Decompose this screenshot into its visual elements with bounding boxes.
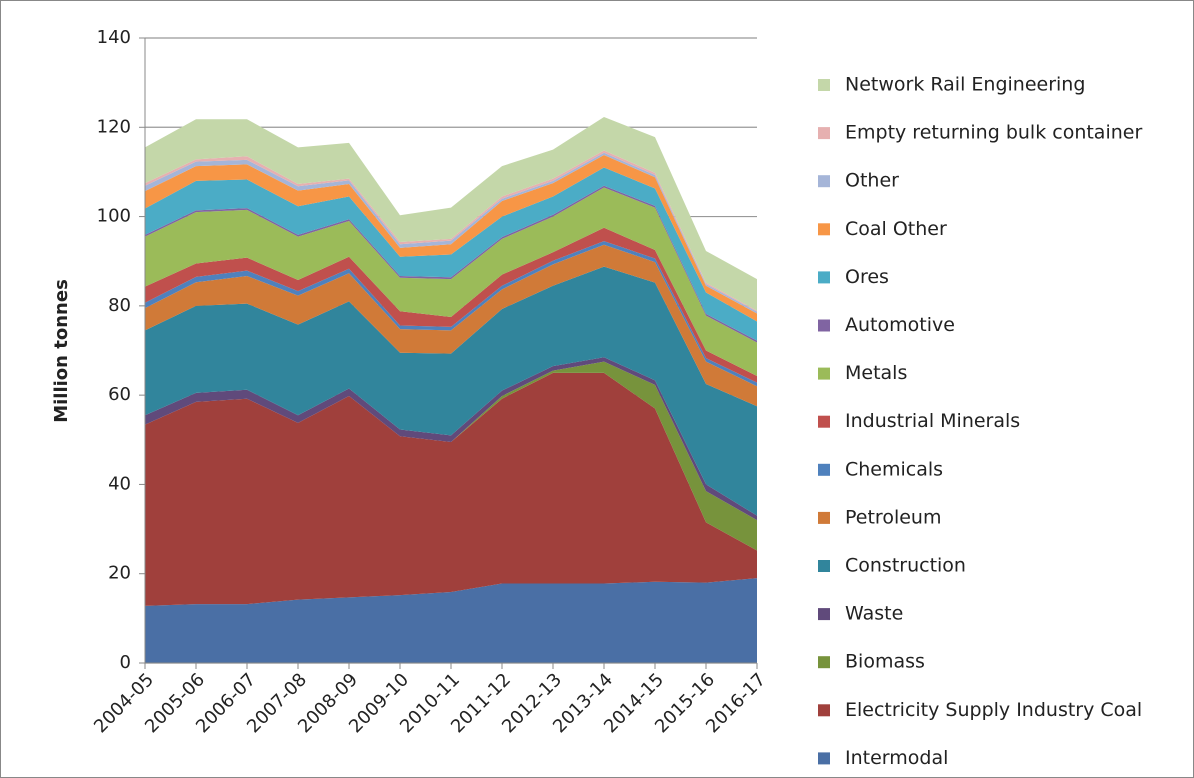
legend: Intermodal Electricity Supply Industry Co… — [818, 74, 1142, 769]
area — [145, 154, 757, 322]
y-tick-label: 40 — [108, 473, 131, 494]
legend-label: Empty returning bulk container — [845, 122, 1142, 144]
legend-label: Metals — [845, 362, 907, 384]
legend-swatch — [818, 271, 830, 284]
legend-swatch — [818, 367, 830, 380]
legend-label: Ores — [845, 266, 889, 288]
legend-swatch — [818, 511, 830, 524]
y-tick-label: 120 — [97, 116, 131, 137]
legend-swatch — [818, 656, 830, 669]
legend-swatch — [818, 223, 830, 236]
y-tick-label: 60 — [108, 384, 131, 405]
y-tick-label: 0 — [120, 652, 131, 673]
legend-swatch — [818, 415, 830, 428]
legend-swatch — [818, 608, 830, 621]
legend-label: Coal Other — [845, 218, 947, 240]
legend-label: Electricity Supply Industry Coal — [845, 699, 1142, 721]
areas — [145, 117, 757, 663]
area — [145, 357, 757, 521]
legend-swatch — [818, 463, 830, 476]
legend-swatch — [818, 752, 830, 765]
area — [145, 187, 757, 376]
area — [145, 117, 757, 311]
legend-label: Intermodal — [845, 747, 948, 769]
legend-swatch — [818, 704, 830, 717]
legend-label: Waste — [845, 603, 903, 625]
legend-swatch — [818, 560, 830, 572]
y-tick-label: 20 — [108, 563, 131, 584]
legend-label: Biomass — [845, 651, 925, 673]
legend-swatch — [818, 127, 830, 140]
legend-label: Automotive — [845, 314, 955, 336]
y-tick-label: 140 — [97, 27, 131, 48]
area — [145, 372, 757, 606]
y-tick-label: 80 — [108, 295, 131, 316]
legend-swatch — [818, 79, 830, 91]
legend-label: Construction — [845, 555, 966, 577]
y-tick-label: 100 — [97, 206, 131, 227]
legend-label: Other — [845, 170, 899, 192]
legend-label: Network Rail Engineering — [845, 74, 1085, 96]
legend-label: Chemicals — [845, 458, 943, 480]
legend-swatch — [818, 319, 830, 332]
area — [145, 266, 757, 516]
y-axis-title: Million tonnes — [51, 279, 72, 423]
legend-swatch — [818, 175, 830, 188]
area — [145, 578, 757, 663]
legend-label: Petroleum — [845, 506, 941, 528]
legend-label: Industrial Minerals — [845, 410, 1020, 432]
area — [145, 167, 757, 341]
